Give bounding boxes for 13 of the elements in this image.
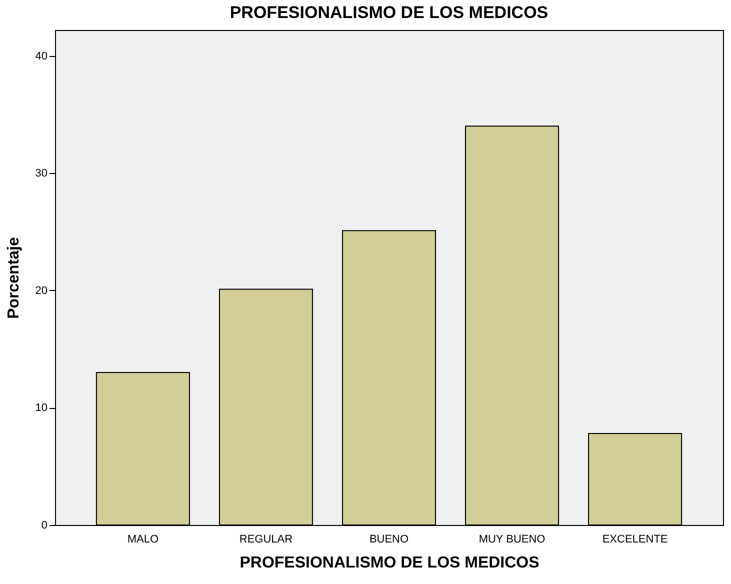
x-axis-title: PROFESIONALISMO DE LOS MEDICOS <box>240 554 540 572</box>
chart-title: PROFESIONALISMO DE LOS MEDICOS <box>230 3 548 22</box>
y-tick-label: 40 <box>35 50 48 62</box>
y-tick-label: 10 <box>35 402 48 414</box>
x-tick-label: EXCELENTE <box>602 534 668 546</box>
y-tick-label: 0 <box>41 520 48 532</box>
x-tick-label: MUY BUENO <box>478 534 546 546</box>
x-tick-label: BUENO <box>369 534 409 546</box>
y-tick-label: 30 <box>35 168 48 180</box>
y-axis-title: Porcentaje <box>5 236 22 319</box>
x-tick-label: MALO <box>127 534 159 546</box>
x-tick-label: REGULAR <box>239 534 293 546</box>
y-tick-label: 20 <box>35 284 48 297</box>
